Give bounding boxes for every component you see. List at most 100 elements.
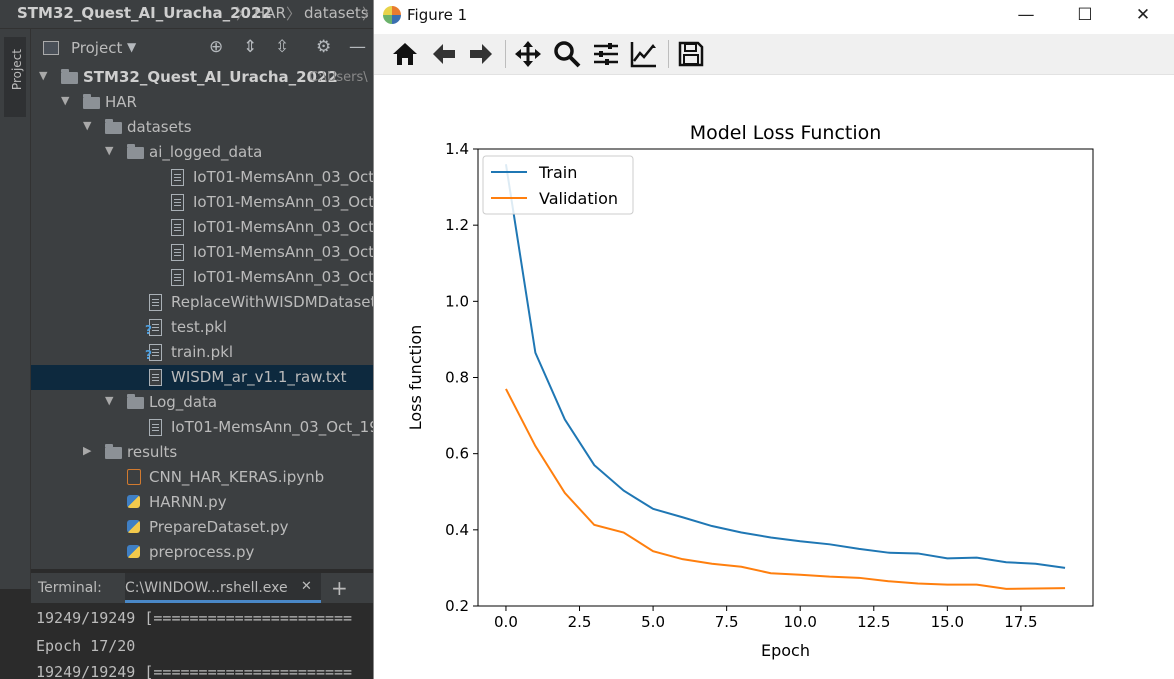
chevron-down-icon[interactable]: ▼ bbox=[39, 69, 48, 82]
toolbar-separator bbox=[668, 40, 669, 68]
gear-icon[interactable]: ⚙ bbox=[316, 37, 332, 57]
tree-item-label: ai_logged_data bbox=[149, 143, 263, 161]
edit-axis-icon[interactable] bbox=[629, 39, 659, 69]
tree-folder[interactable]: ▼ ai_logged_data bbox=[31, 140, 374, 165]
tree-file[interactable]: HARNN.py bbox=[31, 490, 374, 515]
breadcrumb-item-datasets[interactable]: datasets bbox=[304, 4, 369, 22]
question-mark-icon: ? bbox=[145, 323, 152, 337]
folder-icon bbox=[127, 394, 144, 409]
project-tool-tab[interactable]: Project bbox=[4, 37, 26, 117]
unknown-file-icon bbox=[149, 344, 162, 361]
close-window-icon[interactable]: ✕ bbox=[1135, 5, 1151, 25]
tool-window-strip: Project bbox=[0, 29, 31, 589]
plot-toolbar bbox=[374, 34, 1174, 75]
folder-icon bbox=[105, 119, 122, 134]
maximize-window-icon[interactable]: ☐ bbox=[1077, 5, 1093, 25]
python-file-icon bbox=[127, 520, 140, 533]
tree-file[interactable]: CNN_HAR_KERAS.ipynb bbox=[31, 465, 374, 490]
chevron-down-icon[interactable]: ▼ bbox=[61, 94, 70, 107]
tree-item-label: preprocess.py bbox=[149, 543, 255, 561]
save-icon[interactable] bbox=[676, 39, 706, 69]
minimize-icon[interactable]: — bbox=[349, 37, 366, 57]
tree-folder[interactable]: ▶ results bbox=[31, 440, 374, 465]
collapse-all-icon[interactable]: ⇳ bbox=[275, 37, 290, 57]
expand-all-icon[interactable]: ⇕ bbox=[243, 37, 258, 57]
close-icon[interactable]: ✕ bbox=[301, 579, 312, 594]
tree-item-label: IoT01-MemsAnn_03_Oct_19_1 bbox=[193, 218, 418, 236]
series-line-validation bbox=[505, 388, 1066, 590]
tree-item-label: train.pkl bbox=[171, 343, 234, 361]
chevron-down-icon[interactable]: ▼ bbox=[83, 119, 92, 132]
breadcrumb-separator: 〉 bbox=[236, 5, 252, 23]
tree-item-label: IoT01-MemsAnn_03_Oct_19_09h_ bbox=[171, 418, 423, 436]
tree-file[interactable]: IoT01-MemsAnn_03_Oct_19_1 bbox=[31, 265, 418, 290]
chevron-down-icon[interactable]: ▼ bbox=[105, 394, 114, 407]
loss-chart: Model Loss Function 0.0 2.5 5.0 7.5 10.0 12.5 1… bbox=[406, 122, 1094, 660]
terminal-line: 19249/19249 [====================== bbox=[36, 663, 353, 679]
text-file-icon bbox=[171, 194, 184, 211]
folder-icon bbox=[83, 94, 100, 109]
tree-folder[interactable]: ▼ STM32_Quest_AI_Uracha_2022 C:\Users\ bbox=[31, 65, 374, 90]
tree-item-label: WISDM_ar_v1.1_raw.txt bbox=[171, 368, 347, 386]
tree-file[interactable]: PrepareDataset.py bbox=[31, 515, 374, 540]
legend-label: Validation bbox=[539, 189, 618, 208]
figure-window: Figure 1 — ☐ ✕ Model Los bbox=[373, 0, 1174, 679]
tree-item-label: IoT01-MemsAnn_03_Oct_19_0 bbox=[193, 168, 418, 186]
tree-file[interactable]: IoT01-MemsAnn_03_Oct_19_1 bbox=[31, 240, 418, 265]
tree-item-label: CNN_HAR_KERAS.ipynb bbox=[149, 468, 325, 486]
text-file-icon bbox=[149, 369, 162, 386]
zoom-icon[interactable] bbox=[552, 39, 582, 69]
tree-folder[interactable]: ▼ HAR bbox=[31, 90, 374, 115]
chevron-right-icon[interactable]: ▶ bbox=[83, 444, 92, 457]
y-tick-label: 0.4 bbox=[445, 521, 469, 539]
breadcrumb-item-project[interactable]: STM32_Quest_AI_Uracha_2022 bbox=[17, 4, 272, 22]
tree-file[interactable]: IoT01-MemsAnn_03_Oct_19_0 bbox=[31, 190, 418, 215]
terminal-tab[interactable]: C:\WINDOW...rshell.exe ✕ bbox=[125, 573, 321, 603]
x-tick-label: 7.5 bbox=[715, 613, 739, 631]
locate-icon[interactable]: ⊕ bbox=[209, 37, 224, 57]
tree-item-label: Log_data bbox=[149, 393, 218, 411]
python-file-icon bbox=[127, 545, 140, 558]
python-file-icon bbox=[127, 495, 140, 508]
tree-file[interactable]: IoT01-MemsAnn_03_Oct_19_0 bbox=[31, 165, 418, 190]
tree-item-label: test.pkl bbox=[171, 318, 227, 336]
new-terminal-icon[interactable]: + bbox=[331, 576, 348, 600]
tree-file[interactable]: IoT01-MemsAnn_03_Oct_19_1 bbox=[31, 215, 418, 240]
chevron-down-icon[interactable]: ▼ bbox=[127, 40, 137, 54]
chevron-down-icon[interactable]: ▼ bbox=[105, 144, 114, 157]
tree-file[interactable]: ? train.pkl bbox=[31, 340, 374, 365]
home-icon[interactable] bbox=[390, 39, 420, 69]
tree-folder[interactable]: ▼ datasets bbox=[31, 115, 374, 140]
tree-file[interactable]: ? test.pkl bbox=[31, 315, 374, 340]
project-tool-tab-label: Project bbox=[10, 49, 24, 91]
question-mark-icon: ? bbox=[145, 348, 152, 362]
tree-file[interactable]: WISDM_ar_v1.1_raw.txt bbox=[31, 365, 374, 390]
back-icon[interactable] bbox=[429, 39, 459, 69]
chart-title: Model Loss Function bbox=[690, 122, 882, 144]
plot-canvas[interactable]: Model Loss Function 0.0 2.5 5.0 7.5 10.0 12.5 1… bbox=[374, 75, 1174, 679]
plot-frame bbox=[477, 148, 1094, 607]
y-tick-label: 0.6 bbox=[445, 445, 469, 463]
minimize-window-icon[interactable]: — bbox=[1017, 5, 1035, 25]
tree-item-label: STM32_Quest_AI_Uracha_2022 bbox=[83, 68, 338, 86]
y-tick-label: 1.0 bbox=[445, 292, 469, 310]
tree-folder[interactable]: ▼ Log_data bbox=[31, 390, 374, 415]
tree-item-label: IoT01-MemsAnn_03_Oct_19_0 bbox=[193, 193, 418, 211]
breadcrumb-item-har[interactable]: HAR bbox=[254, 4, 286, 22]
tree-file[interactable]: ReplaceWithWISDMDataset.txt bbox=[31, 290, 402, 315]
unknown-file-icon bbox=[149, 319, 162, 336]
tree-item-label: HARNN.py bbox=[149, 493, 227, 511]
tree-item-label: IoT01-MemsAnn_03_Oct_19_1 bbox=[193, 268, 418, 286]
project-panel: Project ▼ ⊕ ⇕ ⇳ ⚙ — ▼ STM32_Quest_AI_Urac… bbox=[31, 29, 422, 594]
tree-file[interactable]: preprocess.py bbox=[31, 540, 374, 565]
forward-icon[interactable] bbox=[466, 39, 496, 69]
text-file-icon bbox=[171, 244, 184, 261]
toolbar-separator bbox=[505, 40, 506, 68]
configure-subplots-icon[interactable] bbox=[591, 39, 621, 69]
pan-icon[interactable] bbox=[513, 39, 543, 69]
figure-title: Figure 1 bbox=[407, 6, 468, 24]
terminal-line: 19249/19249 [====================== bbox=[36, 609, 353, 627]
terminal-output[interactable]: 19249/19249 [====================== Epoc… bbox=[31, 603, 374, 679]
tree-file[interactable]: IoT01-MemsAnn_03_Oct_19_09h_ bbox=[31, 415, 422, 440]
project-view-label[interactable]: Project bbox=[71, 39, 123, 57]
